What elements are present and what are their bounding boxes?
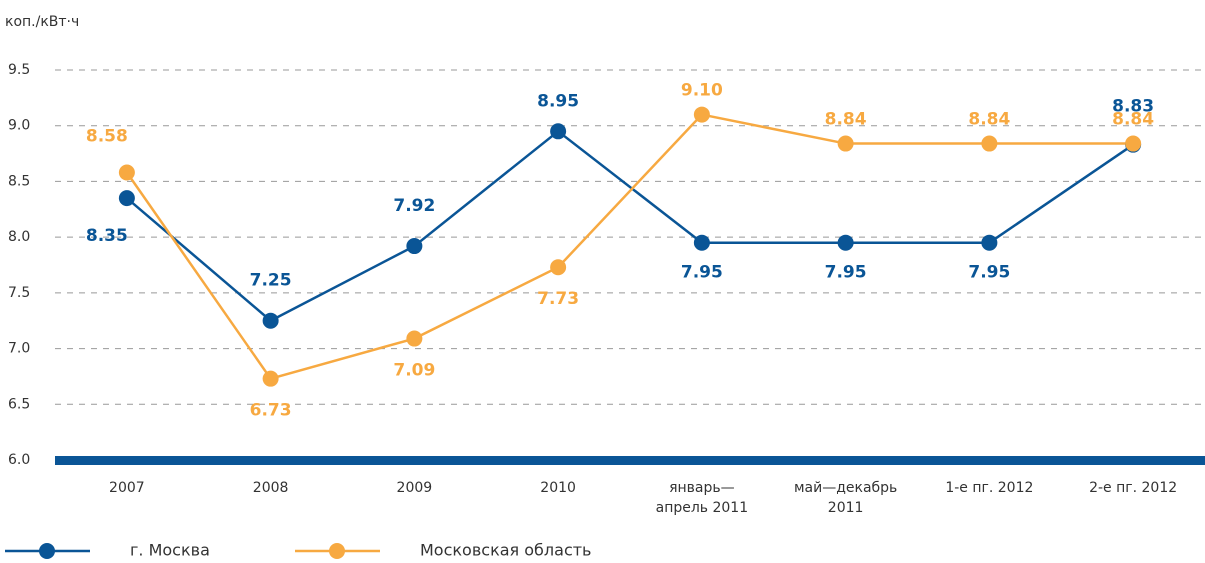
data-point — [262, 370, 279, 387]
data-label: 7.25 — [250, 271, 292, 291]
data-point — [118, 190, 135, 207]
y-tick-label: 9.0 — [8, 118, 30, 134]
x-axis-bar — [55, 456, 1205, 465]
y-tick-label: 7.0 — [8, 341, 30, 357]
data-label: 7.95 — [825, 263, 867, 283]
data-point — [1125, 135, 1142, 152]
data-point — [406, 330, 423, 347]
data-point — [837, 234, 854, 251]
y-axis-label: коп./кВт·ч — [5, 14, 79, 30]
y-tick-label: 8.0 — [8, 229, 30, 245]
data-point — [837, 135, 854, 152]
y-tick-label: 6.5 — [8, 396, 30, 412]
series-line — [126, 129, 1134, 323]
y-tick-label: 6.0 — [8, 452, 30, 468]
data-label: 9.10 — [681, 81, 723, 101]
data-point — [550, 123, 567, 140]
x-tick-label: 2010 — [540, 480, 576, 496]
data-label: 8.84 — [968, 110, 1010, 130]
data-label: 7.95 — [681, 263, 723, 283]
y-tick-label: 7.5 — [8, 285, 30, 301]
x-tick-label: май—декабрь 2011 — [793, 480, 898, 516]
x-tick-label: 2009 — [396, 480, 433, 496]
data-label: 7.09 — [393, 361, 435, 381]
data-label: 8.84 — [825, 110, 867, 130]
data-point — [118, 164, 135, 181]
y-tick-label: 9.5 — [8, 62, 30, 78]
legend-label: г. Москва — [130, 541, 210, 560]
data-label: 6.73 — [250, 401, 292, 421]
data-label: 8.58 — [86, 127, 128, 147]
data-label: 7.92 — [393, 196, 435, 216]
data-label: 8.83 — [1112, 97, 1154, 117]
series-line — [125, 113, 1134, 381]
legend-marker — [329, 543, 345, 559]
legend-marker — [39, 543, 55, 559]
data-point — [262, 312, 279, 329]
data-label: 8.95 — [537, 91, 579, 111]
data-point — [693, 106, 710, 123]
data-label: 8.35 — [86, 226, 128, 246]
data-point — [981, 234, 998, 251]
data-label: 7.95 — [968, 263, 1010, 283]
x-tick-label: 2007 — [109, 480, 145, 496]
data-label: 7.73 — [537, 289, 579, 309]
data-point — [693, 234, 710, 251]
x-tick-label: январь—апрель 2011 — [655, 480, 749, 516]
data-point — [406, 238, 423, 255]
y-tick-label: 8.5 — [8, 173, 30, 189]
data-point — [981, 135, 998, 152]
data-point — [550, 259, 567, 276]
legend-label: Московская область — [420, 541, 591, 560]
data-label: 8.84 — [1112, 110, 1154, 130]
x-tick-label: 2008 — [252, 480, 289, 496]
x-tick-label: 2-е пг. 2012 — [1089, 480, 1178, 496]
x-tick-label: 1-е пг. 2012 — [945, 480, 1034, 496]
